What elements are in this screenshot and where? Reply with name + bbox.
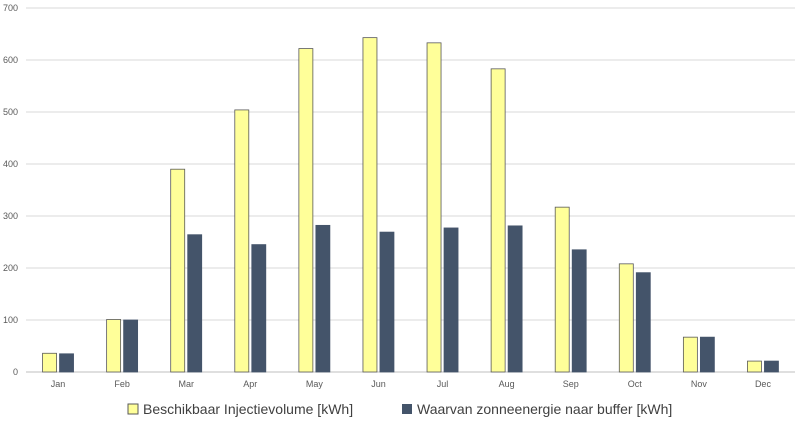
y-tick-label: 400 <box>3 159 18 169</box>
bar-zonneenergie-buffer-jul <box>443 227 459 373</box>
bar-injectievolume-jan <box>42 352 57 373</box>
x-tick-label-jul: Jul <box>437 379 449 389</box>
x-tick-label-nov: Nov <box>691 379 708 389</box>
x-tick-label-jun: Jun <box>371 379 386 389</box>
legend-label-zonneenergie-buffer: Waarvan zonneenergie naar buffer [kWh] <box>417 401 672 417</box>
x-tick-label-feb: Feb <box>114 379 130 389</box>
legend: Beschikbaar Injectievolume [kWh] Waarvan… <box>127 401 672 417</box>
x-tick-label-sep: Sep <box>563 379 579 389</box>
bar-injectievolume-oct <box>618 263 634 373</box>
bar-zonneenergie-buffer-may <box>315 224 331 373</box>
x-axis-ticks: Jan Feb Mar Apr May Jun Jul Aug Sep Oct Nov Dec <box>51 379 772 389</box>
bar-injectievolume-feb <box>106 319 122 373</box>
y-tick-label: 500 <box>3 107 18 117</box>
y-tick-label: 300 <box>3 211 18 221</box>
bar-zonneenergie-buffer-apr <box>251 244 267 373</box>
bar-zonneenergie-buffer-sep <box>571 249 587 373</box>
bar-zonneenergie-buffer-aug <box>507 225 523 373</box>
bar-zonneenergie-buffer-mar <box>187 234 203 373</box>
bars <box>42 37 779 373</box>
y-tick-label: 600 <box>3 55 18 65</box>
bar-zonneenergie-buffer-jan <box>59 353 74 373</box>
y-axis-ticks: 0 100 200 300 400 500 600 700 <box>3 3 18 377</box>
x-tick-label-mar: Mar <box>178 379 194 389</box>
y-tick-label: 100 <box>3 315 18 325</box>
bar-injectievolume-apr <box>234 109 250 373</box>
bar-injectievolume-dec <box>747 360 762 373</box>
bar-zonneenergie-buffer-oct <box>635 272 651 373</box>
x-tick-label-dec: Dec <box>755 379 772 389</box>
bar-injectievolume-mar <box>170 168 186 373</box>
bar-zonneenergie-buffer-feb <box>123 319 139 373</box>
x-tick-label-oct: Oct <box>628 379 643 389</box>
y-tick-label: 0 <box>13 367 18 377</box>
x-tick-label-apr: Apr <box>243 379 257 389</box>
bar-zonneenergie-buffer-nov <box>699 336 715 373</box>
gridlines <box>26 7 795 373</box>
legend-swatch-injectievolume <box>127 403 139 415</box>
bar-injectievolume-nov <box>682 336 698 373</box>
y-tick-label: 700 <box>3 3 18 13</box>
y-tick-label: 200 <box>3 263 18 273</box>
bar-injectievolume-may <box>298 48 314 373</box>
x-tick-label-jan: Jan <box>51 379 66 389</box>
legend-swatch-zonneenergie-buffer <box>402 404 412 414</box>
x-tick-label-aug: Aug <box>499 379 515 389</box>
bar-injectievolume-jun <box>362 37 378 373</box>
legend-label-injectievolume: Beschikbaar Injectievolume [kWh] <box>143 401 353 417</box>
bar-injectievolume-sep <box>554 206 570 373</box>
bar-injectievolume-aug <box>490 68 506 373</box>
bar-injectievolume-jul <box>426 42 442 373</box>
x-tick-label-may: May <box>306 379 324 389</box>
bar-zonneenergie-buffer-jun <box>379 231 395 373</box>
bar-zonneenergie-buffer-dec <box>764 360 779 373</box>
